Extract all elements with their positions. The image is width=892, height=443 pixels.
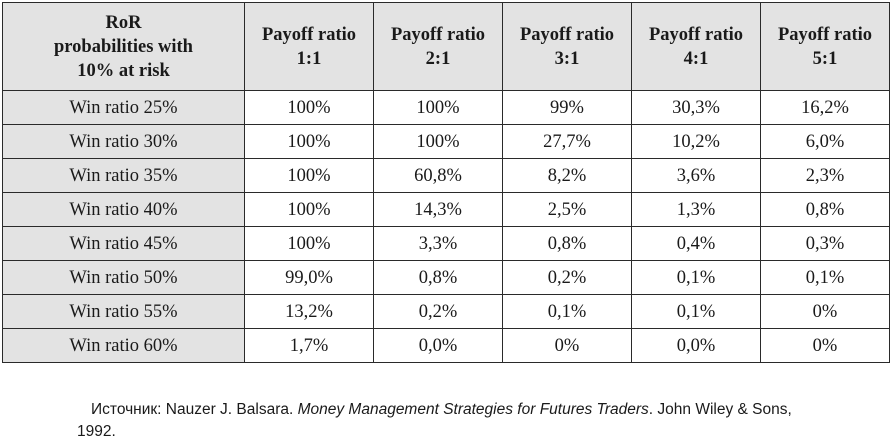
column-header-payoff-4-1: Payoff ratio 4:1	[631, 2, 761, 91]
column-header-line: Payoff ratio	[519, 24, 614, 45]
column-header-payoff-2-1: Payoff ratio 2:1	[373, 2, 503, 91]
column-header-payoff-5-1: Payoff ratio 5:1	[760, 2, 890, 91]
row-header-cell: Win ratio 40%	[2, 192, 245, 227]
table-cell: 6,0%	[760, 124, 890, 159]
source-prefix: Источник: Nauzer J. Balsara.	[91, 401, 298, 418]
ror-table-container: RoR probabilities with 10% at risk Payof…	[2, 2, 890, 363]
table-cell: 60,8%	[373, 158, 503, 193]
table-cell: 0%	[760, 294, 890, 329]
table-row: Win ratio 30% 100% 100% 27,7% 10,2% 6,0%	[2, 124, 890, 159]
column-header-line: 3:1	[554, 48, 580, 69]
table-cell: 0,0%	[373, 328, 503, 363]
table-cell: 0,1%	[631, 260, 761, 295]
table-cell: 0,3%	[760, 226, 890, 261]
source-publisher: . John Wiley & Sons,	[648, 401, 792, 418]
row-header-cell: Win ratio 50%	[2, 260, 245, 295]
table-cell: 0%	[760, 328, 890, 363]
table-cell: 0,1%	[502, 294, 632, 329]
table-row: Win ratio 40% 100% 14,3% 2,5% 1,3% 0,8%	[2, 192, 890, 227]
table-cell: 2,3%	[760, 158, 890, 193]
column-header-payoff-1-1: Payoff ratio 1:1	[244, 2, 374, 91]
table-cell: 8,2%	[502, 158, 632, 193]
table-cell: 3,6%	[631, 158, 761, 193]
row-header-cell: Win ratio 55%	[2, 294, 245, 329]
table-cell: 0,8%	[373, 260, 503, 295]
table-cell: 0,1%	[760, 260, 890, 295]
column-header-payoff-3-1: Payoff ratio 3:1	[502, 2, 632, 91]
table-cell: 14,3%	[373, 192, 503, 227]
table-cell: 16,2%	[760, 90, 890, 125]
table-cell: 99,0%	[244, 260, 374, 295]
table-cell: 100%	[244, 192, 374, 227]
table-row: Win ratio 50% 99,0% 0,8% 0,2% 0,1% 0,1%	[2, 260, 890, 295]
table-cell: 0,4%	[631, 226, 761, 261]
table-row: Win ratio 25% 100% 100% 99% 30,3% 16,2%	[2, 90, 890, 125]
column-header-line: Payoff ratio	[261, 24, 356, 45]
source-book-title: Money Management Strategies for Futures …	[297, 401, 649, 418]
table-cell: 100%	[244, 158, 374, 193]
table-cell: 0,8%	[760, 192, 890, 227]
row-header-cell: Win ratio 45%	[2, 226, 245, 261]
table-cell: 100%	[244, 124, 374, 159]
table-row: Win ratio 55% 13,2% 0,2% 0,1% 0,1% 0%	[2, 294, 890, 329]
corner-header-line: RoR	[105, 12, 142, 33]
table-cell: 99%	[502, 90, 632, 125]
column-header-line: 1:1	[296, 48, 322, 69]
table-cell: 100%	[244, 226, 374, 261]
table-cell: 10,2%	[631, 124, 761, 159]
table-cell: 1,7%	[244, 328, 374, 363]
corner-header-line: probabilities with	[54, 36, 193, 57]
table-cell: 0,2%	[502, 260, 632, 295]
column-header-line: Payoff ratio	[648, 24, 743, 45]
source-year: 1992.	[77, 423, 116, 440]
table-cell: 100%	[244, 90, 374, 125]
table-cell: 100%	[373, 124, 503, 159]
table-header: RoR probabilities with 10% at risk Payof…	[2, 2, 890, 91]
corner-header-cell: RoR probabilities with 10% at risk	[2, 2, 245, 91]
row-header-cell: Win ratio 30%	[2, 124, 245, 159]
table-cell: 13,2%	[244, 294, 374, 329]
header-row: RoR probabilities with 10% at risk Payof…	[2, 2, 890, 91]
table-row: Win ratio 60% 1,7% 0,0% 0% 0,0% 0%	[2, 328, 890, 363]
table-cell: 0,2%	[373, 294, 503, 329]
table-cell: 0%	[502, 328, 632, 363]
table-cell: 27,7%	[502, 124, 632, 159]
table-cell: 3,3%	[373, 226, 503, 261]
table-body: Win ratio 25% 100% 100% 99% 30,3% 16,2% …	[2, 90, 890, 363]
row-header-cell: Win ratio 35%	[2, 158, 245, 193]
table-cell: 2,5%	[502, 192, 632, 227]
table-row: Win ratio 45% 100% 3,3% 0,8% 0,4% 0,3%	[2, 226, 890, 261]
source-citation: Источник: Nauzer J. Balsara. Money Manag…	[77, 399, 881, 443]
table-cell: 1,3%	[631, 192, 761, 227]
column-header-line: 2:1	[425, 48, 451, 69]
table-cell: 30,3%	[631, 90, 761, 125]
column-header-line: Payoff ratio	[390, 24, 485, 45]
ror-probability-table: RoR probabilities with 10% at risk Payof…	[2, 2, 890, 363]
table-cell: 0,1%	[631, 294, 761, 329]
column-header-line: 5:1	[812, 48, 838, 69]
column-header-line: Payoff ratio	[777, 24, 872, 45]
table-row: Win ratio 35% 100% 60,8% 8,2% 3,6% 2,3%	[2, 158, 890, 193]
table-cell: 0,8%	[502, 226, 632, 261]
table-cell: 100%	[373, 90, 503, 125]
column-header-line: 4:1	[683, 48, 709, 69]
table-cell: 0,0%	[631, 328, 761, 363]
row-header-cell: Win ratio 25%	[2, 90, 245, 125]
corner-header-line: 10% at risk	[77, 60, 170, 81]
row-header-cell: Win ratio 60%	[2, 328, 245, 363]
